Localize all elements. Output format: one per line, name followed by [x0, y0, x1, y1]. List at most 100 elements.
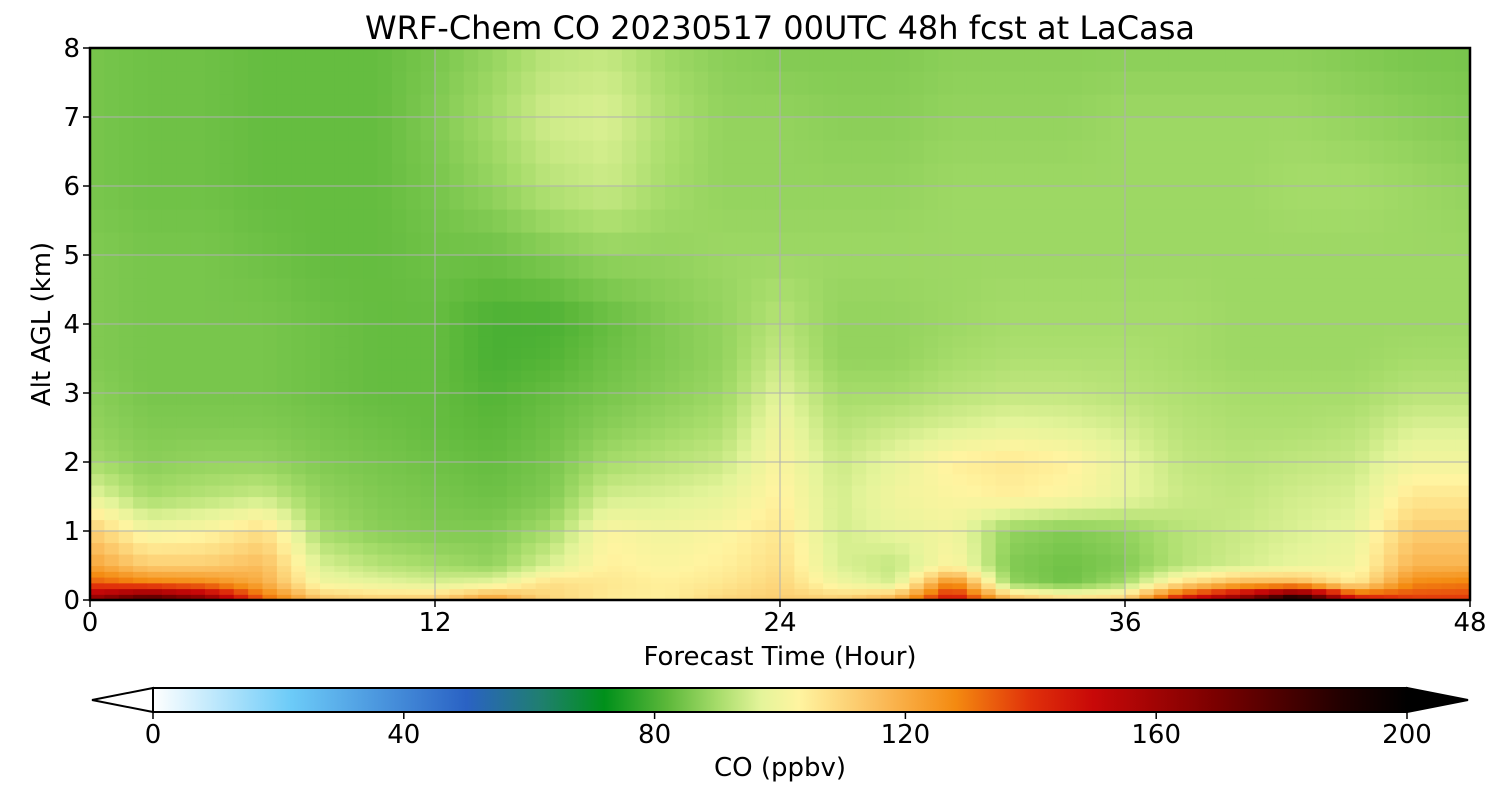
heatmap-cell	[621, 582, 637, 590]
heatmap-cell	[1153, 163, 1169, 187]
heatmap-cell	[938, 404, 954, 417]
heatmap-cell	[621, 508, 637, 521]
heatmap-cell	[118, 381, 134, 394]
heatmap-cell	[1125, 278, 1140, 302]
heatmap-cell	[535, 117, 551, 141]
heatmap-cell	[233, 485, 249, 498]
heatmap-cell	[161, 485, 177, 498]
heatmap-cell	[1412, 462, 1428, 475]
heatmap-cell	[305, 381, 321, 394]
heatmap-cell	[607, 186, 623, 210]
heatmap-cell	[1010, 335, 1025, 348]
heatmap-cell	[1096, 594, 1112, 601]
heatmap-cell	[995, 117, 1011, 141]
heatmap-cell	[909, 531, 925, 544]
heatmap-cell	[1038, 209, 1054, 233]
heatmap-cell	[90, 140, 105, 164]
heatmap-cell	[880, 209, 896, 233]
heatmap-cell	[722, 71, 738, 95]
heatmap-cell	[1196, 347, 1212, 360]
heatmap-cell	[1067, 462, 1083, 475]
heatmap-cell	[895, 381, 910, 394]
heatmap-cell	[1254, 508, 1270, 521]
heatmap-cell	[276, 473, 292, 486]
heatmap-cell	[765, 439, 781, 452]
heatmap-cell	[1369, 577, 1385, 584]
heatmap-cell	[305, 335, 321, 348]
heatmap-cell	[176, 48, 192, 72]
heatmap-cell	[751, 140, 767, 164]
heatmap-cell	[938, 542, 954, 555]
heatmap-cell	[1182, 48, 1198, 72]
heatmap-cell	[1096, 531, 1112, 544]
heatmap-cell	[147, 163, 163, 187]
heatmap-cell	[780, 519, 795, 532]
heatmap-cell	[794, 48, 810, 72]
heatmap-cell	[1240, 370, 1255, 383]
heatmap-cell	[780, 335, 795, 348]
heatmap-cell	[535, 531, 551, 544]
heatmap-cell	[1225, 473, 1241, 486]
heatmap-cell	[621, 462, 637, 475]
heatmap-cell	[1168, 232, 1184, 256]
heatmap-cell	[693, 335, 709, 348]
heatmap-cell	[161, 496, 177, 509]
heatmap-cell	[248, 554, 264, 567]
heatmap-cell	[736, 404, 752, 417]
heatmap-cell	[880, 347, 896, 360]
heatmap-cell	[607, 163, 623, 187]
heatmap-cell	[133, 450, 149, 463]
heatmap-cell	[895, 404, 910, 417]
heatmap-cell	[147, 186, 163, 210]
heatmap-cell	[1053, 255, 1069, 279]
heatmap-cell	[1297, 335, 1313, 348]
heatmap-cell	[420, 140, 436, 164]
heatmap-cell	[233, 358, 249, 371]
heatmap-cell	[1383, 48, 1399, 72]
heatmap-cell	[420, 358, 436, 371]
heatmap-cell	[952, 594, 968, 601]
heatmap-cell	[463, 473, 479, 486]
heatmap-cell	[1398, 140, 1414, 164]
heatmap-cell	[1441, 370, 1457, 383]
heatmap-cell	[133, 232, 149, 256]
heatmap-cell	[1024, 565, 1040, 572]
heatmap-cell	[1326, 571, 1342, 578]
heatmap-cell	[1110, 542, 1126, 555]
heatmap-cell	[1283, 186, 1299, 210]
heatmap-cell	[1211, 508, 1227, 521]
heatmap-cell	[506, 565, 522, 572]
heatmap-cell	[334, 94, 350, 118]
heatmap-cell	[305, 163, 321, 187]
heatmap-cell	[1211, 519, 1227, 532]
heatmap-cell	[1024, 140, 1040, 164]
heatmap-cell	[521, 582, 537, 590]
heatmap-cell	[1053, 94, 1069, 118]
heatmap-cell	[233, 163, 249, 187]
heatmap-cell	[1153, 404, 1169, 417]
heatmap-cell	[1081, 335, 1097, 348]
heatmap-cell	[1283, 542, 1299, 555]
heatmap-cell	[1340, 358, 1356, 371]
heatmap-cell	[823, 301, 839, 325]
heatmap-cell	[650, 393, 666, 406]
heatmap-cell	[1355, 594, 1370, 601]
heatmap-cell	[233, 186, 249, 210]
heatmap-cell	[449, 324, 465, 337]
heatmap-cell	[1024, 301, 1040, 325]
heatmap-cell	[1268, 416, 1284, 429]
heatmap-cell	[435, 594, 450, 601]
heatmap-cell	[1053, 278, 1069, 302]
heatmap-cell	[665, 416, 680, 429]
heatmap-cell	[866, 582, 882, 590]
heatmap-cell	[1053, 163, 1069, 187]
heatmap-cell	[176, 416, 192, 429]
heatmap-cell	[1096, 324, 1112, 337]
heatmap-cell	[305, 48, 321, 72]
heatmap-cell	[1038, 94, 1054, 118]
heatmap-cell	[1240, 301, 1255, 325]
heatmap-cell	[104, 393, 120, 406]
heatmap-cell	[1283, 163, 1299, 187]
heatmap-cell	[851, 462, 867, 475]
heatmap-cell	[1268, 508, 1284, 521]
